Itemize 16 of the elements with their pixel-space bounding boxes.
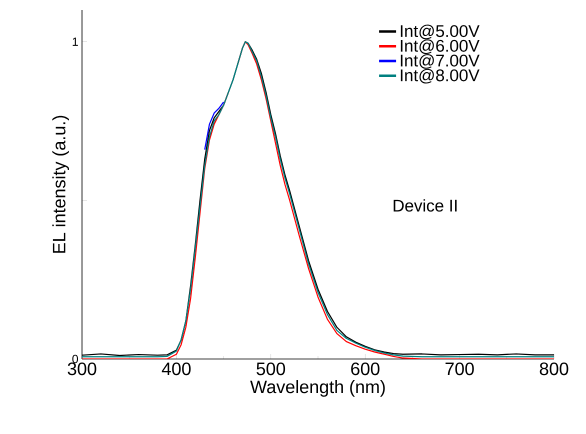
legend-label: Int@7.00V <box>400 54 480 69</box>
legend-label: Int@6.00V <box>400 39 480 54</box>
y-axis-title: EL intensity (a.u.) <box>52 116 69 253</box>
x-tick-label: 600 <box>351 362 380 376</box>
legend-label: Int@5.00V <box>400 24 480 40</box>
x-tick-label: 700 <box>446 362 474 376</box>
y-tick-label: 0 <box>72 354 78 364</box>
x-tick-label: 400 <box>162 362 191 376</box>
annotation: Device II <box>394 199 457 212</box>
x-tick-label: 300 <box>68 362 96 376</box>
x-axis-title: Wavelength (nm) <box>250 380 385 397</box>
legend-label: Int@8.00V <box>400 68 480 84</box>
line-series <box>204 101 224 150</box>
x-tick-label: 800 <box>540 362 568 376</box>
y-tick-label: 1 <box>72 38 78 46</box>
x-tick-label: 500 <box>256 362 286 376</box>
